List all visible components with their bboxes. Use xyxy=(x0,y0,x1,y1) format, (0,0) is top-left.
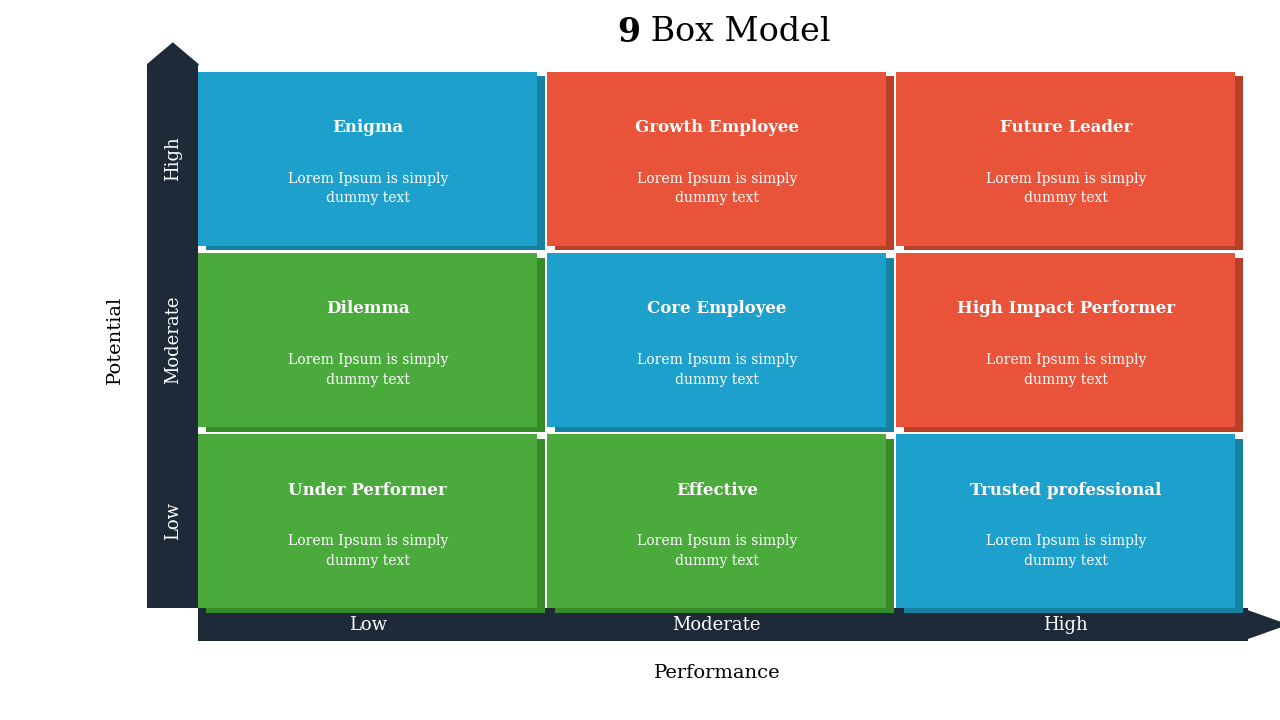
Text: Dilemma: Dilemma xyxy=(326,300,410,318)
Text: Trusted professional: Trusted professional xyxy=(970,482,1161,498)
Text: Lorem Ipsum is simply
dummy text: Lorem Ipsum is simply dummy text xyxy=(636,172,797,205)
Text: Box Model: Box Model xyxy=(640,17,831,48)
Text: Lorem Ipsum is simply
dummy text: Lorem Ipsum is simply dummy text xyxy=(288,353,448,387)
Text: Lorem Ipsum is simply
dummy text: Lorem Ipsum is simply dummy text xyxy=(636,353,797,387)
Text: Lorem Ipsum is simply
dummy text: Lorem Ipsum is simply dummy text xyxy=(288,534,448,568)
Text: Moderate: Moderate xyxy=(164,296,182,384)
Text: Lorem Ipsum is simply
dummy text: Lorem Ipsum is simply dummy text xyxy=(986,534,1146,568)
Text: Lorem Ipsum is simply
dummy text: Lorem Ipsum is simply dummy text xyxy=(636,534,797,568)
Polygon shape xyxy=(1248,611,1280,638)
Text: Performance: Performance xyxy=(654,664,780,683)
Text: 9: 9 xyxy=(617,16,640,49)
Text: Low: Low xyxy=(164,503,182,541)
Text: High: High xyxy=(1043,616,1088,634)
Text: Lorem Ipsum is simply
dummy text: Lorem Ipsum is simply dummy text xyxy=(986,172,1146,205)
Text: Future Leader: Future Leader xyxy=(1000,120,1132,136)
Text: Effective: Effective xyxy=(676,482,758,498)
Text: Under Performer: Under Performer xyxy=(288,482,447,498)
Polygon shape xyxy=(147,43,198,65)
Text: Lorem Ipsum is simply
dummy text: Lorem Ipsum is simply dummy text xyxy=(288,172,448,205)
Text: Low: Low xyxy=(348,616,387,634)
Text: Moderate: Moderate xyxy=(672,616,762,634)
Text: Enigma: Enigma xyxy=(333,120,403,136)
Text: Core Employee: Core Employee xyxy=(648,300,786,318)
Text: High: High xyxy=(164,137,182,181)
Text: Lorem Ipsum is simply
dummy text: Lorem Ipsum is simply dummy text xyxy=(986,353,1146,387)
Text: Growth Employee: Growth Employee xyxy=(635,120,799,136)
Text: High Impact Performer: High Impact Performer xyxy=(956,300,1175,318)
Text: Potential: Potential xyxy=(106,296,124,384)
